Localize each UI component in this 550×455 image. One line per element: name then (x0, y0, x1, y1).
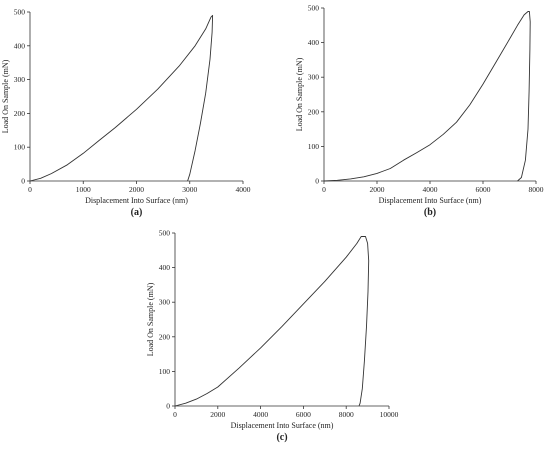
y-tick-label: 200 (308, 107, 320, 116)
panel-label: (a) (131, 207, 143, 218)
y-tick-label: 300 (308, 73, 320, 82)
x-axis-label: Displacement Into Surface (nm) (231, 421, 334, 430)
chart-panel-1: 0 1000 2000 3000 4000 0 100 200 300 400 500 Displac… (1, 8, 251, 219)
x-tick-label: 0 (173, 410, 177, 419)
x-tick-label: 0 (322, 185, 326, 194)
y-tick-label: 100 (308, 142, 320, 151)
y-tick-label: 0 (166, 402, 170, 411)
x-tick-label: 8000 (529, 185, 544, 194)
x-tick-label: 1000 (76, 185, 91, 194)
y-tick-label: 200 (14, 109, 26, 118)
x-tick-label: 4000 (236, 185, 251, 194)
x-tick-label: 2000 (210, 410, 225, 419)
y-tick-label: 0 (315, 177, 319, 186)
y-tick-label: 300 (159, 298, 171, 307)
y-tick-label: 500 (308, 4, 320, 13)
x-tick-label: 4000 (253, 410, 268, 419)
y-tick-label: 400 (14, 41, 26, 50)
x-tick-label: 3000 (182, 185, 197, 194)
y-tick-label: 400 (159, 263, 171, 272)
x-axis-label: Displacement Into Surface (nm) (379, 196, 482, 205)
x-tick-label: 2000 (370, 185, 385, 194)
panel-label: (b) (424, 207, 436, 218)
y-tick-label: 0 (21, 177, 25, 186)
y-axis-label: Load On Sample (mN) (146, 282, 155, 356)
panel-label: (c) (276, 432, 287, 443)
y-tick-label: 200 (159, 332, 171, 341)
x-axis-label: Displacement Into Surface (nm) (85, 196, 188, 205)
y-axis-label: Load On Sample (mN) (295, 57, 304, 131)
y-tick-label: 100 (14, 143, 26, 152)
y-tick-label: 500 (14, 8, 26, 17)
x-tick-label: 6000 (296, 410, 311, 419)
x-tick-label: 10000 (380, 410, 399, 419)
y-axis-label: Load On Sample (mN) (1, 59, 10, 133)
y-tick-label: 500 (159, 229, 171, 238)
y-tick-label: 100 (159, 367, 171, 376)
chart-panel-3: 0 2000 4000 6000 8000 10000 0 100 200 300 400 500 Di… (146, 229, 399, 444)
y-tick-label: 400 (308, 38, 320, 47)
load-displacement-curve (323, 11, 531, 182)
load-displacement-curve (174, 236, 370, 407)
x-tick-label: 6000 (476, 185, 491, 194)
x-tick-label: 2000 (129, 185, 144, 194)
y-tick-label: 300 (14, 75, 26, 84)
x-tick-label: 8000 (339, 410, 354, 419)
x-tick-label: 4000 (423, 185, 438, 194)
x-tick-label: 0 (28, 185, 32, 194)
chart-panel-2: 0 2000 4000 6000 8000 0 100 200 300 400 500 Displac… (295, 4, 544, 219)
load-displacement-curve (29, 14, 214, 182)
